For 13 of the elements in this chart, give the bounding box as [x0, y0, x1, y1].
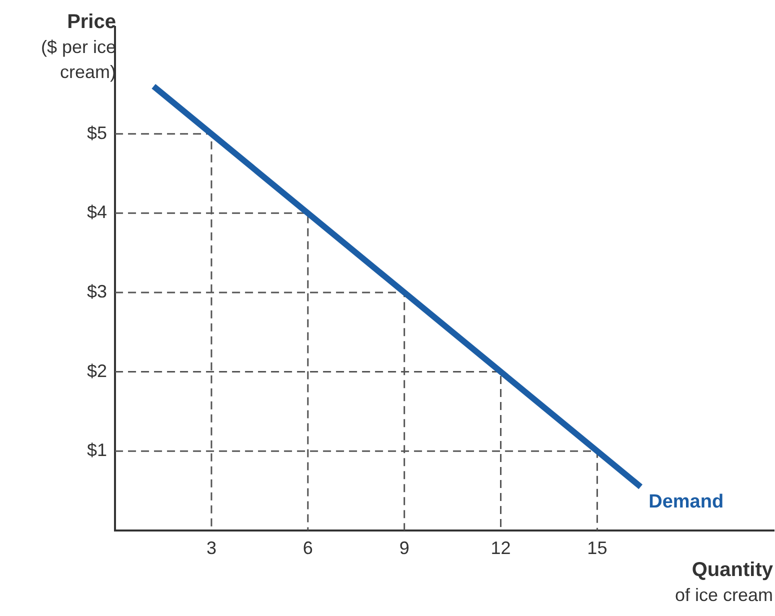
y-tick-label: $5: [86, 122, 108, 143]
y-axis-title: Price ($ per ice cream): [40, 10, 116, 84]
x-tick-label: 6: [302, 538, 313, 558]
x-tick-label: 3: [206, 538, 216, 558]
x-tick-label: 9: [399, 538, 410, 558]
x-tick-label: 12: [490, 538, 511, 558]
y-tick-label: $2: [86, 360, 108, 381]
y-tick-label: $1: [86, 440, 108, 460]
series-label: Demand: [648, 492, 724, 513]
x-tick-label: 15: [587, 538, 608, 558]
x-axis-title: Quantity of ice cream: [674, 558, 773, 607]
y-tick-label: $3: [86, 281, 108, 302]
y-tick-label: $4: [86, 202, 108, 222]
